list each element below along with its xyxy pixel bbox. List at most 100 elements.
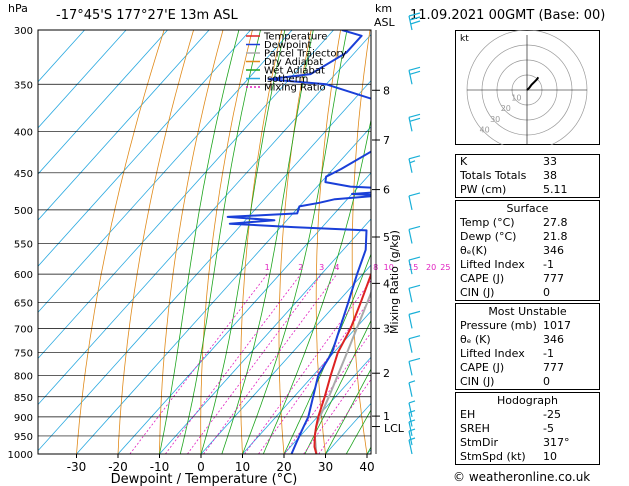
wind-barb-staff [408,229,413,244]
hodograph-label: SREH [460,422,490,435]
wet-adiabat-line [179,30,261,454]
surface-row: CIN (J) 0 [456,286,599,300]
pressure-tick-label: 350 [14,80,33,91]
wind-barb-staff [408,421,413,437]
isotherm-line [76,126,371,454]
legend-entry-label: Temperature [263,32,327,43]
wind-barb-staff [408,439,413,455]
most-unstable-row: CIN (J) 0 [456,375,599,389]
km-tick-label: 5 [383,231,390,244]
hodograph-value: 10 [543,450,557,463]
hodograph-row: StmSpd (kt) 10 [456,450,599,464]
location-label: -17°45'S 177°27'E 13m ASL [56,8,238,23]
surface-label: θₑ(K) [460,244,488,257]
wind-barb-flag [408,335,421,340]
km-tick-label: 8 [383,84,390,97]
surface-row: Lifted Index -1 [456,258,599,272]
dry-adiabat-line [421,30,450,454]
hodograph-row: StmDir 317° [456,436,599,450]
most-unstable-value: 0 [543,375,550,388]
surface-title: Surface [506,202,549,215]
pressure-tick-label: 550 [14,239,33,250]
wind-barb-half-flag [408,419,416,423]
hpa-unit-label: hPa [8,2,28,15]
mixing-ratio-tick-label: 1 [265,263,270,272]
wind-barb-staff [408,117,413,132]
surface-row: θₑ(K) 346 [456,244,599,258]
hodograph-ring-label: 30 [490,115,500,124]
km-unit-label: km [375,2,393,15]
dry-adiabat-line [117,30,194,454]
pressure-tick-label: 450 [14,169,33,180]
mixing-ratio-line [187,273,322,454]
wet-adiabat-line [304,319,371,454]
isotherm-line [38,30,85,83]
pressure-tick-label: 600 [14,270,33,281]
mixing-ratio-tick-label: 3 [319,263,324,272]
temperature-tick-label: -30 [67,460,87,474]
isotherm-line [38,30,127,129]
pressure-tick-label: 750 [14,349,33,360]
hodograph-value: -25 [543,408,561,421]
most-unstable-label: CAPE (J) [460,361,505,374]
hodograph-ring-label: 40 [479,125,489,134]
temperature-tick-label: 0 [197,460,205,474]
indices-table: K 33 Totals Totals 38 PW (cm) 5.11 [455,154,600,198]
stats-panel: K 33 Totals Totals 38 PW (cm) 5.11 Surface … [455,154,600,467]
indices-row: K 33 [456,155,599,169]
surface-value: 346 [543,244,564,257]
wind-barb-staff [408,288,413,303]
wind-barb-staff [408,314,413,329]
isotherm-line [242,310,371,454]
most-unstable-value: 346 [543,333,564,346]
wind-barb-half-flag [408,380,416,384]
wind-barb-staff [408,70,413,85]
copyright-label: © weatheronline.co.uk [453,470,591,484]
isotherm-line [117,172,371,454]
wind-barb-half-flag [409,160,416,164]
indices-value: 5.11 [543,183,568,196]
temperature-tick-label: 30 [318,460,333,474]
isotherm-line [38,30,210,221]
pressure-tick-label: 950 [14,432,33,443]
indices-label: Totals Totals [460,169,527,182]
isotherm-line [38,30,168,175]
hodograph-value: -5 [543,422,554,435]
surface-value: 0 [543,286,550,299]
km-tick-label: 7 [383,134,390,147]
wind-barb-staff [408,259,413,275]
most-unstable-label: Pressure (mb) [460,319,537,332]
hodograph-label: StmDir [460,436,499,449]
legend-entry-label: Parcel Trajectory [264,49,347,60]
km-tick-label: 4 [383,277,390,290]
wet-adiabat-line [262,117,371,454]
dry-adiabat-line [605,30,629,454]
mixing-ratio-line [129,273,268,454]
pressure-tick-label: 850 [14,393,33,404]
wind-barb-staff [408,430,413,446]
mixing-ratio-tick-label: 20 [426,263,436,272]
indices-label: K [460,155,468,168]
most-unstable-row: θₑ (K) 346 [456,333,599,347]
surface-row: Dewp (°C) 21.8 [456,230,599,244]
wind-barb-staff [408,382,413,397]
wind-barb-flag [408,225,421,231]
most-unstable-title: Most Unstable [488,305,567,318]
isotherm-line [38,30,251,267]
wind-barb-staff [408,195,413,211]
surface-row: Temp (°C) 27.8 [456,216,599,230]
wind-barb-staff [408,361,413,376]
temperature-tick-label: 10 [235,460,250,474]
most-unstable-row: Pressure (mb) 1017 [456,319,599,333]
temperature-tick-label: 40 [359,460,374,474]
surface-label: Dewp (°C) [460,230,517,243]
mixing-ratio-tick-label: 4 [334,263,339,272]
pressure-tick-label: 300 [14,26,33,37]
hodograph-unit-label: kt [460,34,469,44]
most-unstable-value: 1017 [543,319,571,332]
most-unstable-value: -1 [543,347,554,360]
wet-adiabat-line [200,30,286,454]
hodograph-title: Hodograph [497,394,558,407]
dry-adiabat-line [278,30,312,454]
